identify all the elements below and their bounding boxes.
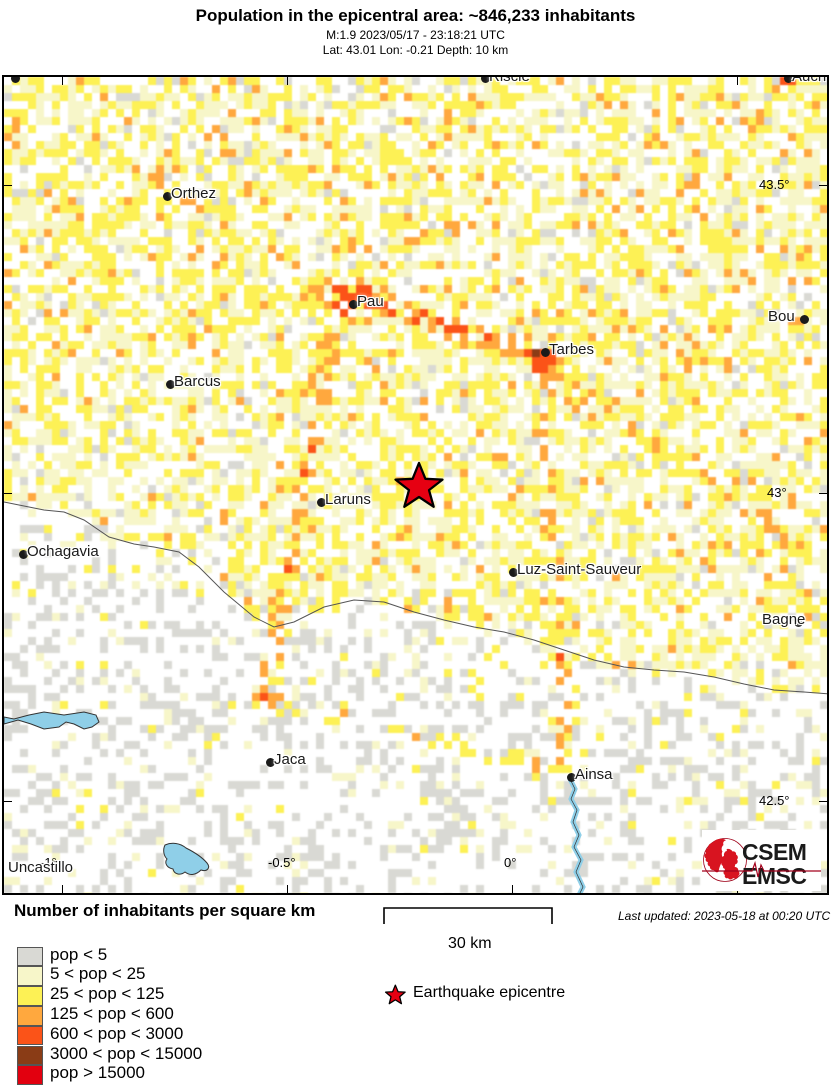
svg-text:CSEM: CSEM (742, 839, 806, 865)
svg-text:EMSC: EMSC (742, 863, 806, 889)
